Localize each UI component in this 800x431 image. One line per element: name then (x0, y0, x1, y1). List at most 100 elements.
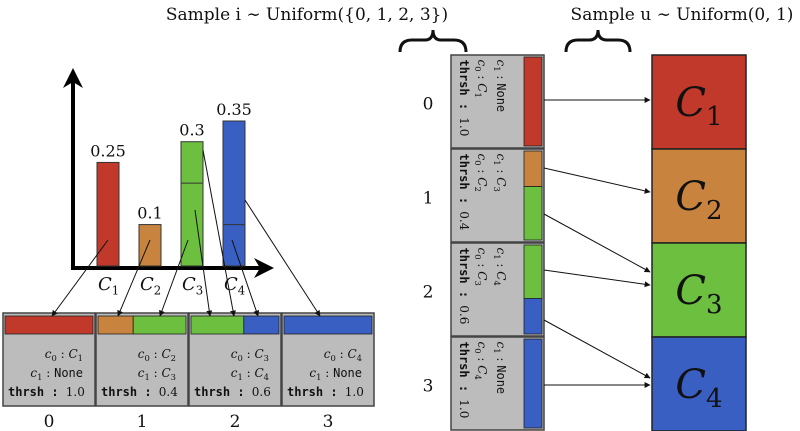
bottom-bucket-c0: c0 : C3 (231, 347, 269, 363)
right-bucket-c0: c0 : C1 (473, 60, 489, 98)
bottom-bucket-thresh: thrsh : 0.6 (194, 385, 271, 399)
right-bucket-thresh: thrsh : 1.0 (457, 342, 471, 419)
outcome-label: C4 (675, 362, 722, 414)
outcome-box-fill (651, 336, 747, 431)
right-bucket-c1: c1 : C3 (492, 154, 508, 192)
bottom-bucket-thresh: thrsh : 0.4 (101, 385, 178, 399)
right-bucket-fill-c3 (523, 186, 543, 241)
right-bucket-index-3: 3 (423, 377, 434, 397)
bottom-bucket-fill-c2 (97, 315, 134, 335)
bottom-bucket-fill-c4 (243, 315, 280, 335)
bucket-to-outcome-arrows (543, 97, 651, 388)
chart-arrow-0 (51, 239, 109, 317)
bar-value-label-C1: 0.25 (90, 141, 126, 160)
bottom-bucket-thresh: thrsh : 1.0 (287, 385, 364, 399)
right-title: Sample u ∼ Uniform(0, 1) (571, 5, 794, 25)
bar-value-labels: 0.25 0.1 0.3 0.35 (90, 100, 252, 223)
category-label-C1: C1 (98, 274, 119, 298)
chart-arrow-5 (231, 239, 260, 317)
outcome-box-fill (651, 242, 747, 338)
bottom-bucket-c0: c0 : C1 (45, 347, 83, 363)
right-bucket-c0: c0 : C2 (473, 154, 489, 192)
right-bucket-thresh: thrsh : 0.4 (457, 154, 471, 231)
bottom-bucket-c1: c1 : None (30, 366, 83, 382)
chart-to-bucket-arrows (51, 149, 321, 317)
bar-value-label-C2: 0.1 (137, 204, 162, 223)
right-bucket-c0: c0 : C3 (473, 248, 489, 286)
chart-arrow-2 (159, 239, 189, 317)
right-bucket-fill-c4 (523, 338, 543, 429)
bottom-bucket-0: c0 : C1 c1 : None thrsh : 1.0 (2, 312, 96, 407)
right-arrow-2 (543, 213, 651, 273)
bottom-bucket-c0: c0 : C4 (324, 347, 362, 363)
bar-group (96, 120, 246, 267)
bar-C3 (180, 141, 204, 267)
bottom-bucket-index-2: 2 (230, 412, 241, 431)
brace-left (398, 29, 468, 53)
bottom-bucket-fill-c3 (190, 315, 245, 335)
bar-value-label-C3: 0.3 (179, 121, 204, 140)
right-bucket-c0: c0 : C4 (473, 342, 489, 380)
outcome-label: C3 (675, 268, 722, 320)
left-title: Sample i ∼ Uniform({0, 1, 2, 3}) (166, 5, 448, 25)
category-label-C2: C2 (140, 274, 161, 298)
right-bucket-c1: c1 : C4 (492, 248, 508, 286)
chart-arrow-4 (202, 149, 236, 317)
bottom-bucket-thresh: thrsh : 1.0 (8, 385, 85, 399)
right-arrow-4 (543, 319, 651, 379)
bottom-bucket-fill-c1 (4, 315, 94, 335)
bottom-bucket-fill-c4 (283, 315, 373, 335)
outcome-box-C3: C3 (651, 242, 747, 338)
brace-right (564, 29, 632, 53)
bar-C4 (222, 120, 246, 267)
bottom-bucket-table: c0 : C1 c1 : None thrsh : 1.0 0 c0 : C2 c1 : … (2, 312, 375, 431)
chart-arrow-6 (244, 199, 321, 317)
right-arrow-1 (543, 167, 651, 194)
bottom-bucket-2: c0 : C3 c1 : C4 thrsh : 0.6 (188, 312, 282, 407)
right-arrow-3 (543, 269, 651, 288)
bottom-bucket-index-0: 0 (44, 412, 55, 431)
category-label-C3: C3 (182, 274, 203, 298)
outcome-box-C2: C2 (651, 148, 747, 244)
right-bucket-fill-c1 (523, 56, 543, 147)
bottom-bucket-index-1: 1 (137, 412, 148, 431)
right-bucket-thresh: thrsh : 0.6 (457, 248, 471, 325)
bar-C1 (96, 161, 120, 267)
right-bucket-index-1: 1 (423, 189, 434, 209)
bottom-bucket-1: c0 : C2 c1 : C3 thrsh : 0.4 (95, 312, 189, 407)
category-labels: C1 C2 C3 C4 (98, 274, 245, 298)
right-bucket-thresh: thrsh : 1.0 (457, 60, 471, 137)
bottom-bucket-c1: c1 : C4 (231, 366, 269, 382)
bar-C2 (138, 224, 162, 267)
right-bucket-fill-c3 (523, 244, 543, 299)
right-bucket-fill-c4 (523, 297, 543, 335)
outcome-label: C1 (675, 80, 722, 132)
outcome-boxes: C1 C2 C3 C4 (651, 54, 747, 431)
right-bucket-index-2: 2 (423, 283, 434, 303)
bottom-bucket-c1: c1 : C3 (138, 366, 176, 382)
outcome-box-fill (651, 54, 747, 150)
bottom-bucket-index-3: 3 (323, 412, 334, 431)
outcome-box-C4: C4 (651, 336, 747, 431)
bottom-bucket-c0: c0 : C2 (138, 347, 176, 363)
bottom-bucket-3: c0 : C4 c1 : None thrsh : 1.0 (281, 312, 375, 407)
chart-arrow-1 (117, 239, 151, 317)
right-bucket-fill-c2 (523, 150, 543, 187)
chart-arrow-3 (194, 209, 213, 317)
bottom-bucket-fill-c3 (132, 315, 187, 335)
right-bucket-c1: c1 : None (492, 342, 508, 395)
outcome-label: C2 (675, 174, 722, 226)
outcome-box-C1: C1 (651, 54, 747, 150)
right-bucket-index-0: 0 (423, 95, 434, 115)
right-bucket-c1: c1 : None (492, 60, 508, 113)
